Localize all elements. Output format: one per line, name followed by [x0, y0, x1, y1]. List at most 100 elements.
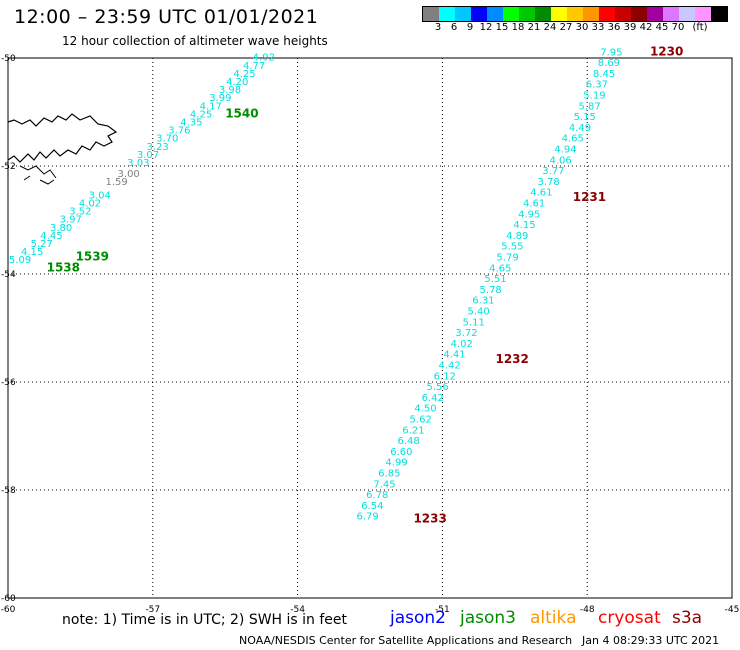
- lon-tick-label: -51: [435, 605, 450, 615]
- swh-value-label: 4.49: [569, 123, 591, 134]
- swh-value-label: 4.95: [518, 209, 540, 220]
- swh-value-label: 4.15: [21, 247, 43, 258]
- swh-value-label: 3.77: [542, 166, 564, 177]
- colorbar-label: 6: [450, 22, 458, 33]
- swh-value-label: 4.61: [523, 199, 545, 210]
- lon-tick-label: -54: [290, 605, 305, 615]
- colorbar-label: 27: [559, 22, 573, 33]
- swh-value-label: 5.11: [463, 317, 485, 328]
- swh-value-label: 4.41: [443, 350, 465, 361]
- colorbar-label: 33: [591, 22, 605, 33]
- colorbar-label: 15: [495, 22, 509, 33]
- swh-value-label: 5.87: [578, 101, 600, 112]
- colorbar-swatch: [599, 7, 615, 21]
- track-time-label: 1539: [76, 250, 109, 264]
- swh-value-label: 4.89: [506, 231, 528, 242]
- swh-value-label: 8.45: [593, 69, 615, 80]
- swh-value-label: 4.92: [253, 53, 275, 64]
- swh-value-label: 7.95: [600, 47, 622, 58]
- satellite-legend-item: s3a: [672, 608, 703, 628]
- colorbar-label: 36: [607, 22, 621, 33]
- swh-value-label: 6.60: [390, 447, 412, 458]
- swh-value-label: 6.37: [586, 80, 608, 91]
- satellite-legend-item: altika: [530, 608, 577, 628]
- colorbar-label: 9: [466, 22, 474, 33]
- lat-tick-label: -56: [1, 378, 16, 388]
- swh-value-label: 5.56: [426, 382, 448, 393]
- swh-value-label: 7.45: [373, 479, 395, 490]
- colorbar-swatch: [711, 7, 727, 21]
- swh-value-label: 5.15: [574, 112, 596, 123]
- swh-value-label: 4.20: [226, 77, 248, 88]
- coastline-falklands: [7, 113, 118, 163]
- swh-value-label: 6.31: [472, 296, 494, 307]
- colorbar-swatch: [551, 7, 567, 21]
- colorbar-swatch: [535, 7, 551, 21]
- colorbar-swatch: [567, 7, 583, 21]
- track-time-label: 1230: [650, 44, 683, 58]
- colorbar-swatch: [631, 7, 647, 21]
- swh-value-label: 3.07: [137, 150, 159, 161]
- colorbar-labels: 3 6 9 12 15 18 21 24 27 30 33 36 39 42 45 70 (ft): [422, 22, 740, 34]
- track-time-label: 1231: [573, 190, 606, 204]
- lon-tick-label: -60: [1, 605, 16, 615]
- colorbar-swatch: [487, 7, 503, 21]
- swh-value-label: 3.76: [168, 126, 190, 137]
- swh-value-label: 4.94: [554, 145, 576, 156]
- swh-value-label: 4.02: [451, 339, 473, 350]
- credit-text: NOAA/NESDIS Center for Satellite Applica…: [239, 634, 573, 647]
- swh-value-label: 1.59: [105, 177, 127, 188]
- swh-value-label: 3.78: [537, 177, 559, 188]
- swh-value-label: 3.23: [146, 142, 168, 153]
- swh-value-label: 4.25: [233, 69, 255, 80]
- colorbar-label: 21: [527, 22, 541, 33]
- swh-value-label: 4.65: [489, 263, 511, 274]
- swh-value-label: 5.40: [467, 307, 489, 318]
- swh-value-label: 4.99: [385, 458, 407, 469]
- lat-tick-label: -60: [1, 594, 16, 604]
- colorbar-label: 3: [434, 22, 442, 33]
- swh-value-label: 4.25: [190, 109, 212, 120]
- swh-value-label: 3.52: [69, 207, 91, 218]
- swh-value-label: 6.42: [422, 393, 444, 404]
- track-time-label: 1233: [413, 511, 446, 525]
- swh-value-label: 4.06: [550, 155, 572, 166]
- swh-value-label: 5.19: [583, 91, 605, 102]
- swh-value-label: 6.79: [356, 512, 378, 523]
- swh-value-label: 3.72: [455, 328, 477, 339]
- coastline-islets: [19, 165, 57, 185]
- track-time-label: 1540: [225, 106, 258, 120]
- lon-tick-label: -45: [725, 605, 740, 615]
- lat-tick-label: -50: [1, 54, 16, 64]
- swh-value-label: 4.45: [40, 231, 62, 242]
- swh-value-label: 5.78: [480, 285, 502, 296]
- colorbar-label: 24: [543, 22, 557, 33]
- swh-value-label: 5.55: [501, 242, 523, 253]
- swh-value-label: 6.12: [434, 371, 456, 382]
- colorbar-swatch: [423, 7, 439, 21]
- footer-note: note: 1) Time is in UTC; 2) SWH is in fe…: [62, 612, 348, 628]
- swh-value-label: 3.97: [60, 215, 82, 226]
- swh-value-label: 3.80: [50, 223, 72, 234]
- colorbar-label: 45: [655, 22, 669, 33]
- swh-value-label: 4.02: [79, 199, 101, 210]
- colorbar-swatch: [503, 7, 519, 21]
- swh-value-label: 6.21: [402, 425, 424, 436]
- colorbar-swatch: [519, 7, 535, 21]
- swh-value-label: 4.17: [200, 101, 222, 112]
- map-title: 12:00 – 23:59 UTC 01/01/2021: [14, 6, 319, 28]
- track-time-label: 1538: [47, 260, 80, 274]
- swh-value-label: 4.50: [414, 404, 436, 415]
- colorbar-swatch: [471, 7, 487, 21]
- colorbar-swatch: [583, 7, 599, 21]
- swh-value-label: 5.62: [410, 415, 432, 426]
- timestamp-text: Jan 4 08:29:33 UTC 2021: [582, 634, 720, 647]
- swh-value-label: 3.03: [127, 158, 149, 169]
- colorbar-swatch: [455, 7, 471, 21]
- colorbar-swatch: [439, 7, 455, 21]
- colorbar-label: 12: [479, 22, 493, 33]
- swh-value-label: 4.15: [513, 220, 535, 231]
- swh-value-label: 5.51: [484, 274, 506, 285]
- lat-tick-label: -58: [1, 486, 16, 496]
